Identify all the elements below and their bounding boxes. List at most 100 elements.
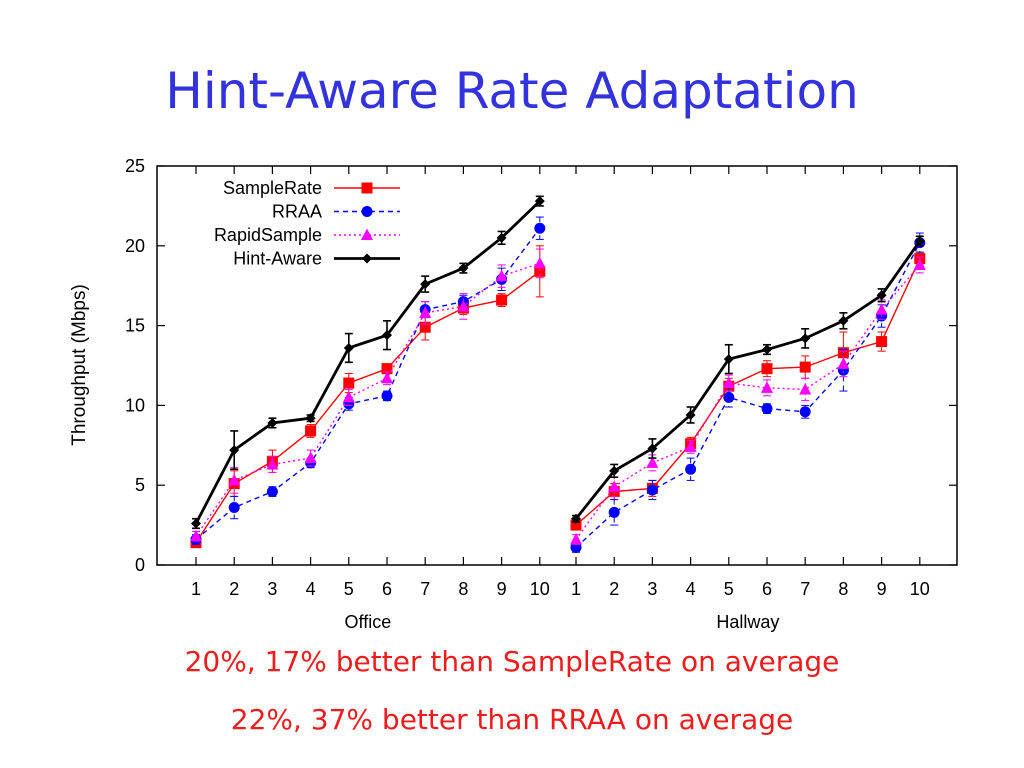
data-point — [266, 457, 279, 470]
data-point — [609, 465, 620, 476]
data-point — [304, 451, 317, 464]
series-hint-aware — [191, 195, 925, 530]
x-tick-label: 2 — [229, 579, 239, 599]
data-point — [837, 357, 850, 369]
data-point — [343, 377, 355, 389]
data-point — [267, 417, 278, 428]
x-tick-label: 1 — [191, 579, 201, 599]
data-point — [570, 532, 582, 545]
x-tick-label: 9 — [877, 579, 887, 599]
data-point — [362, 253, 372, 264]
data-point — [761, 381, 773, 393]
series-line — [575, 242, 921, 548]
data-point — [342, 390, 355, 403]
y-tick-label: 5 — [135, 475, 145, 495]
series-line — [195, 227, 541, 541]
series-line — [195, 262, 541, 537]
caption-samplerate: 20%, 17% better than SampleRate on avera… — [184, 645, 840, 678]
throughput-chart: 0 5 10 15 20 25 1 2 3 4 5 6 7 8 9 10 Office 1 2 3 4 5 6 7 8 9 10 Ha… — [69, 156, 958, 632]
data-point — [496, 294, 508, 306]
x-tick-label: 3 — [647, 579, 657, 599]
data-point — [534, 222, 546, 234]
y-tick-label: 10 — [125, 395, 145, 415]
data-point — [361, 182, 373, 194]
caption-rraa: 22%, 37% better than RRAA on average — [230, 703, 794, 736]
data-point — [685, 463, 697, 475]
data-point — [761, 363, 773, 375]
data-point — [343, 342, 354, 353]
data-point — [419, 321, 431, 333]
data-point — [458, 263, 469, 274]
x-tick-label: 2 — [609, 579, 619, 599]
x-tick-label: 10 — [530, 579, 550, 599]
legend-label: Hint-Aware — [233, 249, 322, 269]
data-point — [534, 265, 546, 277]
data-point — [762, 344, 772, 355]
data-point — [305, 425, 317, 437]
y-tick-label: 25 — [125, 156, 145, 176]
data-point — [381, 390, 393, 402]
series-samplerate — [190, 245, 926, 549]
x-tick-label: 6 — [762, 579, 772, 599]
data-point — [914, 236, 925, 247]
series-line — [574, 240, 921, 520]
y-axis-label: Throughput (Mbps) — [69, 284, 90, 446]
x-tick-label: 10 — [910, 579, 930, 599]
series-line — [195, 270, 541, 544]
x-tick-label: 4 — [306, 579, 316, 599]
x-tick-label: 8 — [838, 579, 848, 599]
data-point — [571, 513, 581, 524]
data-point — [646, 456, 659, 468]
group-label: Office — [345, 612, 392, 632]
data-point — [684, 440, 697, 452]
legend-label: RRAA — [272, 202, 322, 222]
plot-frame — [156, 165, 958, 566]
data-point — [228, 502, 240, 514]
x-tick-label: 6 — [382, 579, 392, 599]
x-tick-label: 5 — [344, 579, 354, 599]
data-point — [381, 371, 393, 384]
data-point — [799, 361, 811, 373]
data-point — [266, 486, 278, 498]
data-point — [761, 403, 773, 415]
slide-title: Hint-Aware Rate Adaptation — [165, 62, 859, 120]
data-point — [913, 258, 926, 270]
data-point — [800, 333, 811, 344]
data-point — [799, 406, 811, 418]
x-tick-label: 7 — [800, 579, 810, 599]
data-point — [723, 354, 734, 365]
chart-axes: 0 5 10 15 20 25 1 2 3 4 5 6 7 8 9 10 Office 1 2 3 4 5 6 7 8 9 10 Ha… — [125, 156, 958, 632]
x-tick-label: 3 — [267, 579, 277, 599]
x-tick-label: 1 — [571, 579, 581, 599]
data-point — [876, 336, 888, 348]
chart-legend: SampleRate RRAA RapidSample Hint-Aware — [214, 178, 400, 269]
group-label: Hallway — [716, 612, 779, 632]
data-point — [534, 196, 545, 207]
data-point — [495, 269, 508, 282]
data-point — [305, 413, 316, 424]
data-point — [190, 529, 202, 542]
series-rapidsample — [190, 248, 926, 545]
data-point — [646, 484, 658, 496]
data-point — [228, 473, 241, 486]
data-point — [647, 443, 658, 454]
series-line — [194, 200, 541, 525]
x-tick-label: 8 — [458, 579, 468, 599]
series-line — [575, 264, 921, 540]
legend-label: SampleRate — [223, 178, 322, 198]
chart-series — [190, 195, 926, 553]
series-line — [575, 258, 921, 526]
data-point — [361, 206, 373, 217]
legend-label: RapidSample — [214, 225, 322, 245]
y-tick-label: 20 — [125, 236, 145, 256]
data-point — [381, 363, 393, 375]
data-point — [685, 409, 696, 420]
data-point — [799, 382, 812, 395]
y-tick-label: 0 — [135, 555, 145, 575]
data-point — [533, 256, 546, 269]
data-point — [876, 290, 887, 301]
data-point — [608, 480, 621, 492]
data-point — [229, 445, 240, 456]
x-tick-label: 7 — [420, 579, 430, 599]
data-point — [496, 232, 507, 243]
